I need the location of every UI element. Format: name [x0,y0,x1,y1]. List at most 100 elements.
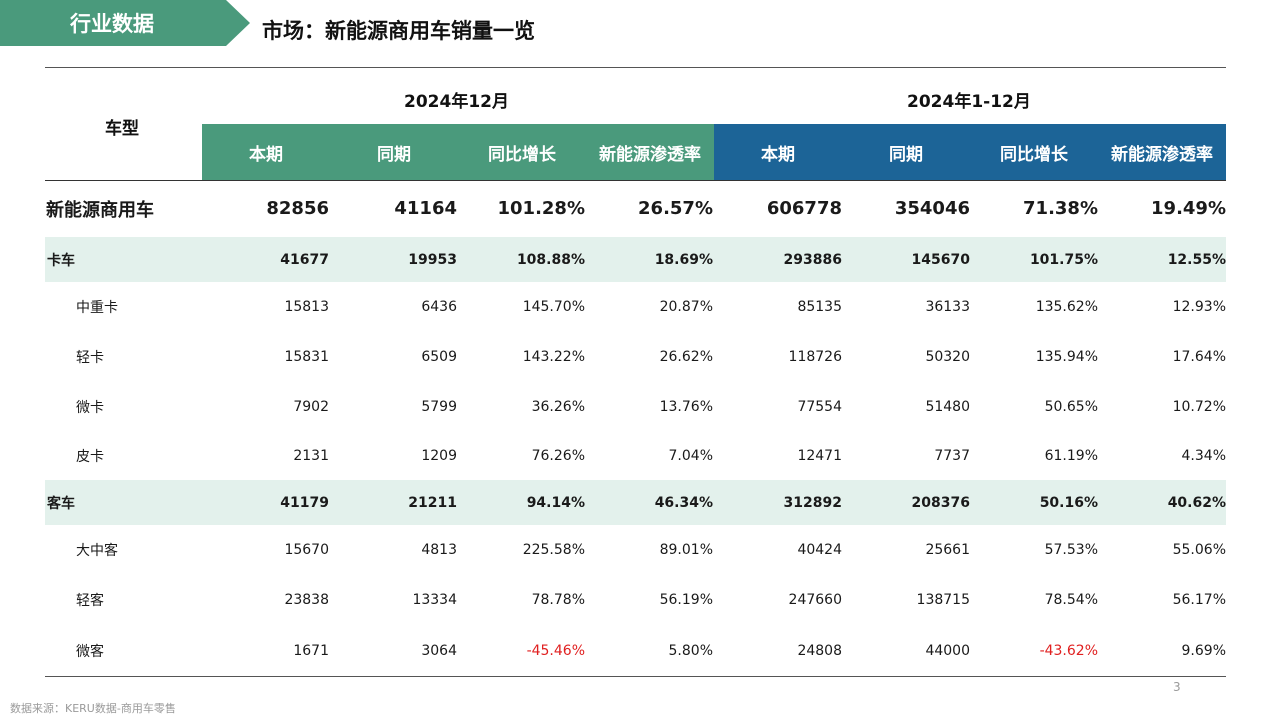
table-cell: 135.94% [1035,349,1098,365]
table-cell: 51480 [925,399,970,415]
table-row: 皮卡 2131 1209 76.26% 7.04% 12471 7737 61.19% 4.34… [45,432,1226,480]
table-cell: 12.93% [1172,299,1226,315]
table-cell: 40424 [797,542,842,558]
table-cell: 12.55% [1167,251,1226,268]
table-cell: 606778 [766,198,842,219]
table-cell: 108.88% [516,251,585,268]
table-cell: 82856 [266,198,329,219]
row-label: 新能源商用车 [46,199,154,221]
table-cell: 78.54% [1044,592,1098,608]
period-2-header: 2024年1-12月 [907,92,1031,112]
subheader-lastyear-1: 同期 [330,124,458,180]
table-cell: 56.17% [1172,592,1226,608]
table-row: 大中客 15670 4813 225.58% 89.01% 40424 25661 57.53… [45,525,1226,575]
table-cell: 18.69% [654,251,713,268]
header-bottom-rule [45,180,1226,181]
table-row: 微卡 7902 5799 36.26% 13.76% 77554 51480 50.65% 10… [45,382,1226,432]
row-label: 大中客 [76,543,118,559]
type-header: 车型 [105,119,139,139]
table-cell: 50.16% [1039,494,1098,511]
table-row: 微客 1671 3064 -45.46% 5.80% 24808 44000 -43.62% 9… [45,625,1226,676]
table-cell: 57.53% [1044,542,1098,558]
table-cell: 145670 [911,251,970,268]
table-cell: 41164 [394,198,457,219]
row-label: 微客 [76,643,104,660]
table-cell: 13.76% [659,399,713,415]
row-label: 轻卡 [76,350,104,366]
table-cell: 118726 [788,349,842,365]
table-bottom-rule [45,676,1226,677]
table-cell: 40.62% [1167,494,1226,511]
table-cell: 1209 [421,448,457,464]
table-cell: 6509 [421,349,457,365]
period-1-header: 2024年12月 [404,92,509,112]
table-cell: 21211 [408,494,457,511]
table-cell: 19.49% [1151,198,1226,219]
table-cell: 208376 [911,494,970,511]
table-cell: 26.57% [638,198,713,219]
subheader-current-1: 本期 [202,124,330,180]
table-cell: 56.19% [659,592,713,608]
table-cell: 19953 [408,251,457,268]
subheader-yoy-2: 同比增长 [970,124,1098,180]
table-cell: 293886 [783,251,842,268]
table-cell: 4.34% [1181,448,1226,464]
row-label: 卡车 [47,252,75,269]
section-tag [0,0,250,46]
table-cell: 143.22% [522,349,585,365]
table-cell: 6436 [421,299,457,315]
table-cell: 1671 [293,642,329,659]
table-cell: 15670 [284,542,329,558]
table-cell: 71.38% [1023,198,1098,219]
table-cell: 2131 [293,448,329,464]
table-cell: 78.78% [531,592,585,608]
table-cell: 225.58% [522,542,585,558]
row-label: 中重卡 [76,300,118,316]
row-label: 轻客 [76,593,104,609]
section-tag-label: 行业数据 [70,12,154,36]
table-cell: 44000 [925,642,970,659]
table-cell: 77554 [797,399,842,415]
table-cell: 41179 [280,494,329,511]
table-cell: 7737 [934,448,970,464]
table-cell: 26.62% [659,349,713,365]
table-cell: 4813 [421,542,457,558]
subheader-yoy-1: 同比增长 [458,124,586,180]
subheader-lastyear-2: 同期 [842,124,970,180]
table-cell: 61.19% [1044,448,1098,464]
subheader-penetration-1: 新能源渗透率 [586,124,714,180]
subheader-penetration-2: 新能源渗透率 [1098,124,1226,180]
table-cell: 3064 [421,642,457,659]
table-cell: 25661 [925,542,970,558]
table-cell: 55.06% [1172,542,1226,558]
table-row: 客车 41179 21211 94.14% 46.34% 312892 208376 50.1… [45,480,1226,525]
table-cell: 41677 [280,251,329,268]
table-cell: 10.72% [1172,399,1226,415]
table-cell: 101.28% [497,198,586,219]
table-row: 轻卡 15831 6509 143.22% 26.62% 118726 50320 135.9… [45,332,1226,382]
page-title: 市场：新能源商用车销量一览 [262,19,535,43]
table-cell: 36.26% [531,399,585,415]
table-cell: 15831 [284,349,329,365]
table-cell: 312892 [783,494,842,511]
table-cell: 89.01% [659,542,713,558]
table-cell: 46.34% [654,494,713,511]
table-cell: 24808 [797,642,842,659]
row-label: 皮卡 [76,449,104,465]
table-cell: 5.80% [668,642,713,659]
table-cell: 247660 [788,592,842,608]
row-label: 微卡 [76,400,104,416]
table-cell: 7.04% [668,448,713,464]
page-number: 3 [1173,680,1181,694]
table-cell: -45.46% [526,642,585,659]
table-cell: 15813 [284,299,329,315]
table-cell: 36133 [925,299,970,315]
table-cell: 5799 [421,399,457,415]
table-cell: 9.69% [1181,642,1226,659]
table-cell: 145.70% [522,299,585,315]
source-note: 数据来源：KERU数据-商用车零售 [10,702,176,715]
table-cell: 94.14% [526,494,585,511]
table-cell: 23838 [284,592,329,608]
table-cell: 12471 [797,448,842,464]
table-row: 卡车 41677 19953 108.88% 18.69% 293886 145670 101… [45,237,1226,282]
